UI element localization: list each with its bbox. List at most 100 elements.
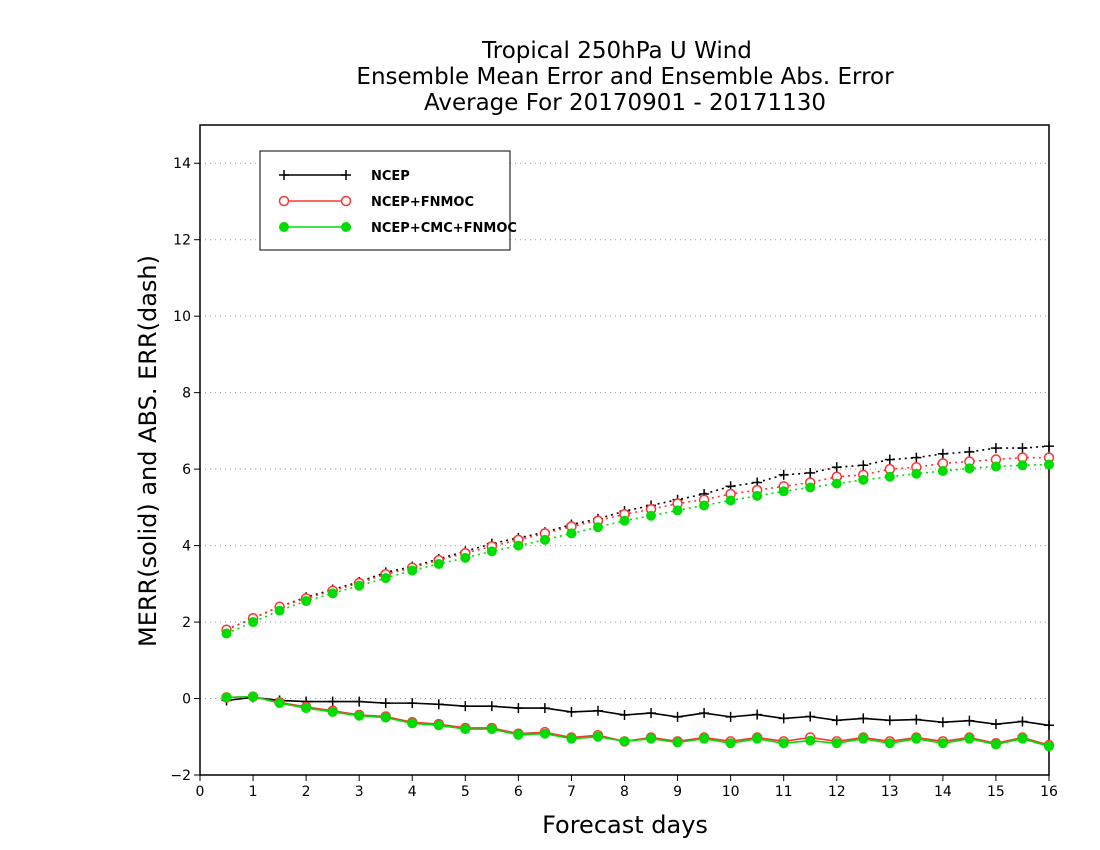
mean-err-point — [460, 701, 471, 712]
mean-err-point — [964, 733, 975, 744]
abs-err-point — [566, 528, 577, 539]
mean-err-point — [354, 710, 365, 721]
abs-err-point — [380, 573, 391, 584]
abs-err-point — [1017, 443, 1028, 454]
mean-err-point — [513, 729, 524, 740]
mean-err-point — [699, 708, 710, 719]
x-tick-label: 12 — [828, 784, 846, 800]
mean-err-point — [725, 738, 736, 749]
mean-err-point — [460, 724, 471, 735]
mean-err-point — [354, 696, 365, 707]
y-tick-label: 4 — [182, 539, 191, 555]
x-tick-label: 14 — [934, 784, 952, 800]
mean-err-point — [990, 719, 1001, 730]
abs-err-point — [672, 505, 683, 516]
mean-err-point — [990, 739, 1001, 750]
mean-err-point — [1017, 733, 1028, 744]
mean-err-point — [486, 724, 497, 735]
series-group — [221, 441, 1055, 752]
mean-err-point — [619, 709, 630, 720]
abs-err-point — [460, 552, 471, 563]
mean-err-point — [1017, 716, 1028, 727]
mean-err-point — [407, 698, 418, 709]
abs-err-point — [539, 534, 550, 545]
abs-err-point — [937, 466, 948, 477]
abs-err-point — [221, 628, 232, 639]
mean-err-point — [884, 738, 895, 749]
abs-err-point — [513, 540, 524, 551]
mean-err-point — [911, 733, 922, 744]
abs-err-point — [858, 474, 869, 485]
x-tick-label: 16 — [1040, 784, 1058, 800]
mean-err-point — [327, 706, 338, 717]
mean-err-point — [592, 731, 603, 742]
abs-err-point — [752, 490, 763, 501]
abs-err-point — [805, 467, 816, 478]
y-tick-label: 8 — [182, 386, 191, 402]
mean-err-point — [699, 733, 710, 744]
abs-err-point — [990, 461, 1001, 472]
legend-label: NCEP+FNMOC — [371, 195, 474, 210]
abs-err-point — [646, 510, 657, 521]
mean-err-point — [884, 715, 895, 726]
abs-err-point — [778, 486, 789, 497]
x-tick-label: 6 — [514, 784, 523, 800]
legend-marker — [341, 170, 351, 180]
abs-err-point — [1044, 459, 1054, 470]
x-tick-label: 8 — [620, 784, 629, 800]
mean-err-point — [619, 736, 630, 747]
x-tick-label: 7 — [567, 784, 576, 800]
chart-title: Tropical 250hPa U Wind Ensemble Mean Err… — [356, 38, 894, 116]
mean-err-point — [407, 718, 418, 729]
mean-err-point — [778, 713, 789, 724]
y-tick-label: 2 — [182, 615, 191, 631]
x-tick-label: 1 — [249, 784, 258, 800]
mean-err-point — [539, 703, 550, 714]
mean-err-point — [433, 720, 444, 731]
series-2 — [221, 459, 1054, 752]
abs-err-point — [327, 588, 338, 599]
mean-err-point — [752, 733, 763, 744]
abs-err-point — [884, 471, 895, 482]
mean-err-point — [672, 737, 683, 748]
x-tick-label: 15 — [987, 784, 1005, 800]
chart-title-line-3: Average For 20170901 - 20171130 — [424, 90, 826, 116]
abs-err-point — [990, 443, 1001, 454]
mean-err-point — [513, 703, 524, 714]
x-tick-label: 0 — [196, 784, 205, 800]
y-tick-label: 10 — [173, 309, 191, 325]
abs-err-point — [433, 558, 444, 569]
mean-err-point — [248, 691, 259, 702]
chart-title-line-2: Ensemble Mean Error and Ensemble Abs. Er… — [356, 64, 894, 90]
mean-err-point — [752, 709, 763, 720]
y-tick-label: 14 — [173, 156, 191, 172]
mean-err-point — [380, 712, 391, 723]
y-tick-label: −2 — [170, 768, 191, 784]
abs-err-point — [248, 617, 259, 628]
mean-err-point — [274, 698, 285, 709]
x-tick-label: 3 — [355, 784, 364, 800]
mean-err-point — [672, 711, 683, 722]
abs-err-point — [911, 452, 922, 463]
mean-err-point — [433, 699, 444, 710]
abs-err-point — [619, 515, 630, 526]
mean-err-point — [805, 711, 816, 722]
mean-err-point — [831, 738, 842, 749]
legend-marker — [341, 222, 351, 232]
mean-err-point — [725, 711, 736, 722]
abs-err-point — [1044, 441, 1054, 452]
mean-err-point — [592, 705, 603, 716]
legend-label: NCEP+CMC+FNMOC — [371, 221, 517, 236]
legend-marker — [278, 195, 290, 207]
legend-label: NCEP — [371, 169, 410, 184]
mean-err-point — [327, 696, 338, 707]
abs-err-point — [354, 580, 365, 591]
abs-err-point — [858, 460, 869, 471]
mean-err-point — [858, 733, 869, 744]
mean-err-point — [937, 738, 948, 749]
abs-err-point — [407, 565, 418, 576]
y-tick-label: 6 — [182, 462, 191, 478]
mean-err-point — [646, 708, 657, 719]
x-tick-label: 10 — [722, 784, 740, 800]
